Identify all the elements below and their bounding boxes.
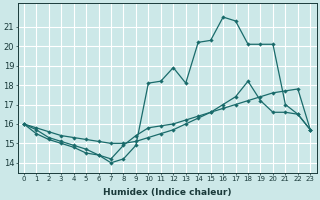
X-axis label: Humidex (Indice chaleur): Humidex (Indice chaleur) xyxy=(103,188,231,197)
